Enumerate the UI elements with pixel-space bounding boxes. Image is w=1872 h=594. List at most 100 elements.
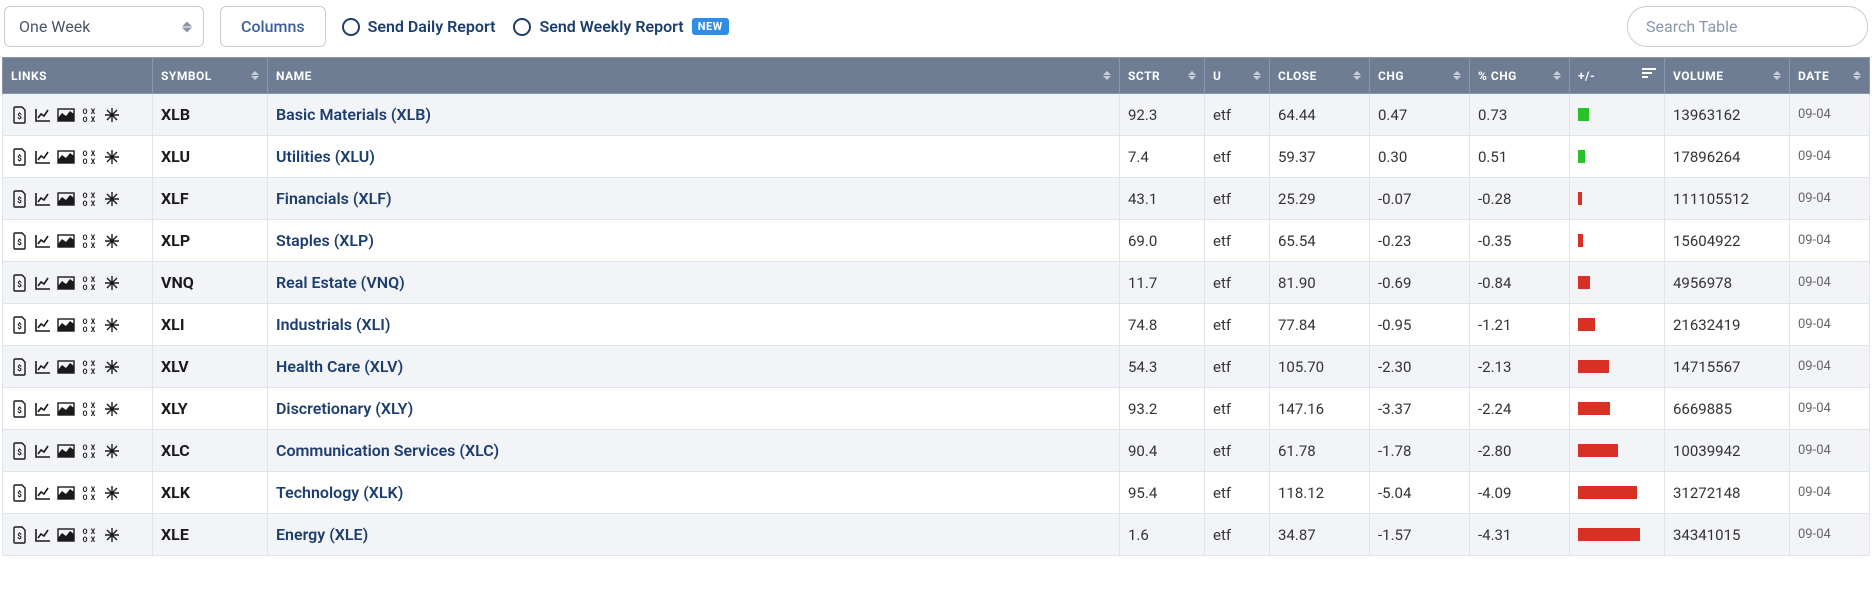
radio-weekly-report[interactable]: Send Weekly Report NEW	[513, 17, 728, 36]
volume-cell: 111105512	[1665, 178, 1790, 220]
line-chart-icon[interactable]	[34, 358, 52, 376]
column-header-sctr[interactable]: SCTR	[1120, 58, 1205, 94]
radio-daily-report[interactable]: Send Daily Report	[342, 17, 496, 36]
svg-text:$: $	[17, 238, 22, 247]
area-chart-icon[interactable]	[57, 148, 75, 166]
column-header-volume[interactable]: VOLUME	[1665, 58, 1790, 94]
search-input[interactable]	[1627, 6, 1868, 47]
line-chart-icon[interactable]	[34, 526, 52, 544]
columns-button[interactable]: Columns	[220, 6, 326, 47]
ox-icon[interactable]: OXOX	[80, 316, 98, 334]
doc-dollar-icon[interactable]: $	[11, 484, 29, 502]
doc-dollar-icon[interactable]: $	[11, 148, 29, 166]
doc-dollar-icon[interactable]: $	[11, 232, 29, 250]
line-chart-icon[interactable]	[34, 232, 52, 250]
name-link[interactable]: Communication Services (XLC)	[276, 441, 499, 460]
line-chart-icon[interactable]	[34, 148, 52, 166]
snowflake-icon[interactable]	[103, 400, 121, 418]
area-chart-icon[interactable]	[57, 106, 75, 124]
column-header-close[interactable]: CLOSE	[1270, 58, 1370, 94]
area-chart-icon[interactable]	[57, 232, 75, 250]
svg-text:O: O	[83, 360, 88, 368]
snowflake-icon[interactable]	[103, 442, 121, 460]
name-link[interactable]: Utilities (XLU)	[276, 147, 375, 166]
svg-text:X: X	[91, 494, 96, 501]
volume-cell: 21632419	[1665, 304, 1790, 346]
snowflake-icon[interactable]	[103, 190, 121, 208]
line-chart-icon[interactable]	[34, 400, 52, 418]
column-header-symbol[interactable]: SYMBOL	[153, 58, 268, 94]
line-chart-icon[interactable]	[34, 484, 52, 502]
doc-dollar-icon[interactable]: $	[11, 526, 29, 544]
name-link[interactable]: Health Care (XLV)	[276, 357, 403, 376]
ox-icon[interactable]: OXOX	[80, 526, 98, 544]
line-chart-icon[interactable]	[34, 274, 52, 292]
chg-cell: -2.30	[1370, 346, 1470, 388]
name-link[interactable]: Industrials (XLI)	[276, 315, 391, 334]
doc-dollar-icon[interactable]: $	[11, 400, 29, 418]
pctchg-cell: -4.09	[1470, 472, 1570, 514]
ox-icon[interactable]: OXOX	[80, 106, 98, 124]
line-chart-icon[interactable]	[34, 190, 52, 208]
name-link[interactable]: Staples (XLP)	[276, 231, 374, 250]
close-cell: 65.54	[1270, 220, 1370, 262]
svg-text:X: X	[91, 200, 96, 207]
column-header-name[interactable]: NAME	[268, 58, 1120, 94]
column-header-pctchg[interactable]: % CHG	[1470, 58, 1570, 94]
doc-dollar-icon[interactable]: $	[11, 106, 29, 124]
name-link[interactable]: Real Estate (VNQ)	[276, 273, 405, 292]
column-label: DATE	[1798, 69, 1829, 83]
column-header-pm[interactable]: +/-	[1570, 58, 1665, 94]
area-chart-icon[interactable]	[57, 442, 75, 460]
doc-dollar-icon[interactable]: $	[11, 358, 29, 376]
snowflake-icon[interactable]	[103, 484, 121, 502]
period-select[interactable]: One Week	[4, 6, 204, 47]
snowflake-icon[interactable]	[103, 316, 121, 334]
name-link[interactable]: Energy (XLE)	[276, 525, 368, 544]
ox-icon[interactable]: OXOX	[80, 400, 98, 418]
ox-icon[interactable]: OXOX	[80, 442, 98, 460]
snowflake-icon[interactable]	[103, 148, 121, 166]
ox-icon[interactable]: OXOX	[80, 148, 98, 166]
column-header-u[interactable]: U	[1205, 58, 1270, 94]
area-chart-icon[interactable]	[57, 190, 75, 208]
doc-dollar-icon[interactable]: $	[11, 442, 29, 460]
snowflake-icon[interactable]	[103, 106, 121, 124]
svg-text:X: X	[91, 192, 96, 200]
svg-text:O: O	[83, 444, 88, 452]
column-header-date[interactable]: DATE	[1790, 58, 1870, 94]
area-chart-icon[interactable]	[57, 484, 75, 502]
line-chart-icon[interactable]	[34, 316, 52, 334]
doc-dollar-icon[interactable]: $	[11, 316, 29, 334]
ox-icon[interactable]: OXOX	[80, 484, 98, 502]
name-link[interactable]: Discretionary (XLY)	[276, 399, 413, 418]
svg-text:X: X	[91, 108, 96, 116]
area-chart-icon[interactable]	[57, 274, 75, 292]
pm-bar	[1578, 444, 1618, 457]
area-chart-icon[interactable]	[57, 526, 75, 544]
ox-icon[interactable]: OXOX	[80, 358, 98, 376]
chg-cell: -0.23	[1370, 220, 1470, 262]
doc-dollar-icon[interactable]: $	[11, 190, 29, 208]
line-chart-icon[interactable]	[34, 106, 52, 124]
line-chart-icon[interactable]	[34, 442, 52, 460]
area-chart-icon[interactable]	[57, 358, 75, 376]
name-link[interactable]: Technology (XLK)	[276, 483, 403, 502]
snowflake-icon[interactable]	[103, 274, 121, 292]
close-cell: 61.78	[1270, 430, 1370, 472]
doc-dollar-icon[interactable]: $	[11, 274, 29, 292]
svg-text:O: O	[83, 528, 88, 536]
pm-bar	[1578, 402, 1610, 415]
name-link[interactable]: Financials (XLF)	[276, 189, 392, 208]
area-chart-icon[interactable]	[57, 316, 75, 334]
date-cell: 09-04	[1790, 136, 1870, 178]
snowflake-icon[interactable]	[103, 358, 121, 376]
name-link[interactable]: Basic Materials (XLB)	[276, 105, 431, 124]
snowflake-icon[interactable]	[103, 232, 121, 250]
area-chart-icon[interactable]	[57, 400, 75, 418]
ox-icon[interactable]: OXOX	[80, 190, 98, 208]
ox-icon[interactable]: OXOX	[80, 274, 98, 292]
snowflake-icon[interactable]	[103, 526, 121, 544]
ox-icon[interactable]: OXOX	[80, 232, 98, 250]
column-header-chg[interactable]: CHG	[1370, 58, 1470, 94]
